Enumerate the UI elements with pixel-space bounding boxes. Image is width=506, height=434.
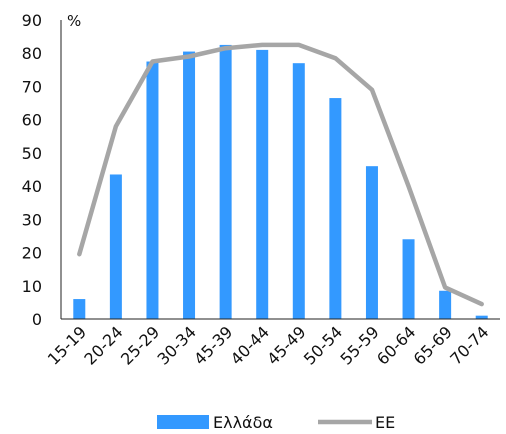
x-tick-label: 45-49 xyxy=(263,322,309,368)
bar xyxy=(73,299,86,319)
bar xyxy=(439,290,452,319)
series-line xyxy=(77,42,484,307)
x-axis: 15-1920-2425-2930-3445-3940-4445-4950-54… xyxy=(44,318,500,369)
x-tick-label: 55-59 xyxy=(336,322,382,368)
legend: Ελλάδα ΕΕ xyxy=(157,413,395,432)
x-tick-label: 50-54 xyxy=(300,322,346,368)
x-tick-label: 15-19 xyxy=(44,322,90,368)
y-tick-label: 90 xyxy=(22,11,42,30)
x-tick-label: 70-74 xyxy=(446,322,492,368)
bars-group xyxy=(73,44,488,320)
y-tick-label: 80 xyxy=(22,44,42,63)
y-axis: 0 10 20 30 40 50 60 70 80 90 xyxy=(22,11,62,329)
y-tick-label: 70 xyxy=(22,77,42,96)
x-tick-label: 40-44 xyxy=(227,322,273,368)
y-tick-label: 20 xyxy=(22,244,42,263)
bar xyxy=(292,63,305,319)
y-tick-label: 60 xyxy=(22,111,42,130)
bar xyxy=(329,98,342,319)
bar xyxy=(109,174,122,319)
line-series-group xyxy=(77,42,484,307)
y-unit-label: % xyxy=(67,12,81,30)
bar xyxy=(365,166,378,319)
y-tick-label: 0 xyxy=(32,310,42,329)
y-tick-label: 40 xyxy=(22,177,42,196)
legend-swatch-bar xyxy=(157,415,209,429)
x-tick-label: 65-69 xyxy=(410,322,456,368)
x-tick-label: 30-34 xyxy=(154,322,200,368)
x-tick-label: 20-24 xyxy=(80,322,126,368)
y-tick-label: 30 xyxy=(22,210,42,229)
x-tick-label: 60-64 xyxy=(373,322,419,368)
y-tick-label: 10 xyxy=(22,277,42,296)
y-tick-label: 50 xyxy=(22,144,42,163)
x-tick-label: 25-29 xyxy=(117,322,163,368)
bar xyxy=(219,44,232,320)
legend-label: Ελλάδα xyxy=(213,413,273,432)
bar xyxy=(256,49,269,320)
bar xyxy=(183,51,196,320)
legend-label: ΕΕ xyxy=(375,413,395,432)
bar xyxy=(402,239,415,319)
x-tick-label: 45-39 xyxy=(190,322,236,368)
bar xyxy=(146,61,159,320)
bar xyxy=(475,315,488,319)
